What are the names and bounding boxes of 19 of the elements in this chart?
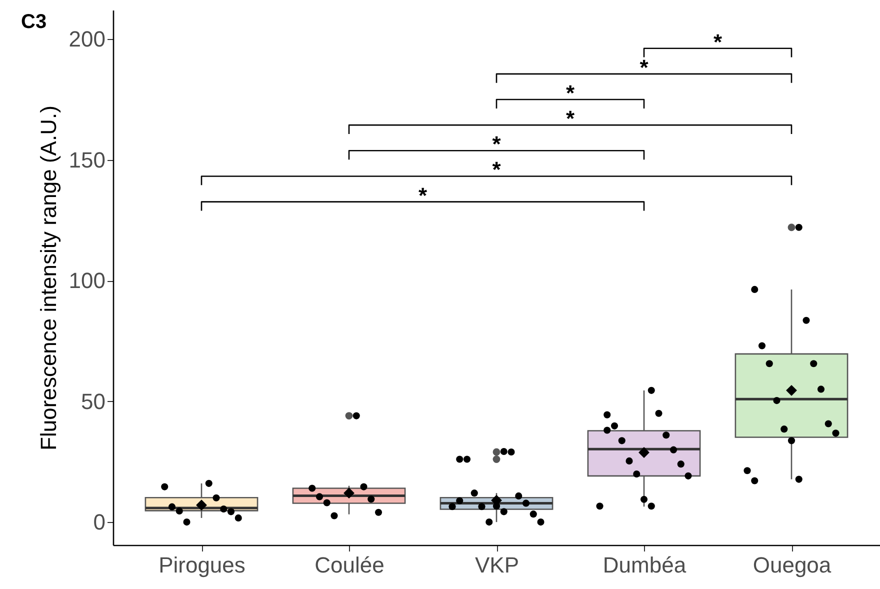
y-tick-label: 100 bbox=[68, 268, 106, 294]
y-tick-label: 150 bbox=[68, 147, 106, 172]
annotation: * bbox=[713, 29, 722, 54]
y-tick-label: 0 bbox=[93, 510, 106, 535]
x-tick-label: Dumbéa bbox=[602, 552, 687, 578]
y-tick-label: 50 bbox=[81, 388, 106, 414]
annotation: * bbox=[566, 80, 575, 106]
annotation: * bbox=[418, 182, 428, 208]
chart-title: C3 bbox=[21, 11, 47, 33]
x-tick-label: VKP bbox=[474, 552, 520, 578]
annotation: * bbox=[640, 54, 649, 80]
y-axis-title: Fluorescence intensity range (A.U.) bbox=[36, 106, 61, 450]
annotation: * bbox=[566, 106, 575, 132]
annotation: * bbox=[492, 132, 502, 157]
x-tick-label: Pirogues bbox=[158, 552, 246, 578]
x-tick-label: Coulée bbox=[314, 552, 384, 578]
annotation: * bbox=[492, 157, 502, 182]
x-tick-label: Ouegoa bbox=[752, 552, 832, 578]
y-tick-label: 200 bbox=[68, 26, 106, 52]
